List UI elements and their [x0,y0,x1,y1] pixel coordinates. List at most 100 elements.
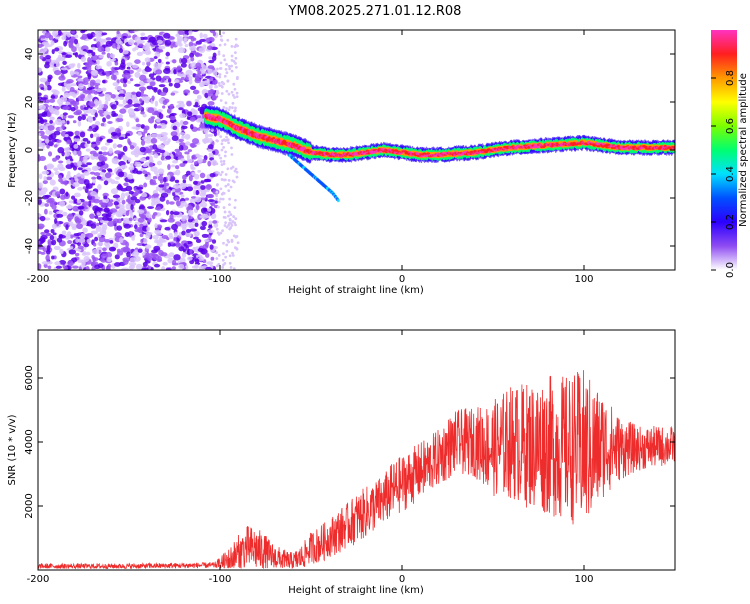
spectrogram-noise-cell [51,59,59,64]
spectrogram-noise-cell [142,255,150,259]
spectrogram-noise-cell [98,103,104,109]
spectrogram-noise-cell [48,134,53,141]
spectrogram-noise-cell [235,170,239,174]
spectrogram-noise-cell [137,105,143,111]
spectrogram-noise-cell [73,150,77,156]
spectrogram-noise-cell [205,184,212,190]
spectrogram-noise-cell [66,98,75,103]
spectrogram-noise-cell [201,233,209,238]
spectrogram-noise-cell [73,144,79,149]
spectrogram-noise-cell [44,217,51,221]
spectrogram-noise-cell [90,223,97,229]
spectrogram-noise-cell [54,69,62,76]
spectrogram-noise-cell [182,160,188,164]
spectrogram-noise-cell [112,67,121,71]
spectrogram-noise-cell [56,213,64,218]
spectrogram-noise-cell [38,132,41,136]
spectrogram-noise-cell [229,213,233,216]
spectrogram-noise-cell [175,151,183,157]
spectrogram-noise-cell [55,118,63,126]
spectrogram-noise-cell [132,64,139,69]
spectrogram-noise-cell [98,236,106,243]
spectrogram-noise-cell [213,222,219,228]
spectrogram-noise-cell [96,246,103,251]
spectrogram-noise-cell [200,202,208,208]
spectrogram-noise-cell [92,82,101,86]
spectrogram-noise-cell [77,160,82,166]
spectrogram-noise-cell [212,79,218,85]
spectrogram-noise-cell [216,67,219,71]
spectrogram-noise-cell [110,188,119,195]
spectrogram-noise-cell [81,115,86,121]
spectrogram-noise-cell [75,218,82,225]
spectrogram-noise-cell [207,148,212,153]
spectrogram-noise-cell [203,154,208,161]
spectrogram-noise-cell [171,188,176,193]
spectrogram-noise-cell [84,89,90,95]
spectrogram-noise-cell [104,71,111,74]
spectrogram-noise-cell [129,78,134,82]
spectrogram-noise-cell [61,124,65,130]
spectrogram-noise-cell [139,146,146,153]
spectrogram-noise-cell [38,155,47,162]
spectrogram-noise-cell [100,87,107,92]
spectrogram-noise-cell [77,205,85,210]
spectrogram-noise-cell [231,251,234,255]
spectrogram-noise-cell [55,265,63,269]
spectrogram-noise-cell [128,261,137,267]
spectrogram-noise-cell [147,256,153,262]
spectrogram-noise-cell [114,85,122,91]
spectrogram-noise-cell [114,180,119,185]
spectrogram-noise-cell [180,194,185,198]
spectrogram-noise-cell [197,169,202,173]
spectrogram-noise-cell [129,257,137,263]
spectrogram-noise-cell [135,123,142,128]
spectrogram-noise-cell [106,52,111,59]
spectrogram-noise-cell [55,191,61,197]
spectrogram-noise-cell [184,43,189,48]
spectrogram-noise-cell [156,133,162,140]
spectrogram-noise-cell [119,236,124,244]
spectrogram-noise-cell [168,232,173,238]
spectrogram-noise-cell [214,200,218,204]
spectrogram-noise-cell [100,223,108,228]
spectrogram-noise-cell [141,267,147,270]
spectrogram-noise-cell [186,58,191,64]
spectrogram-noise-cell [168,252,175,258]
spectrogram-noise-cell [181,134,185,140]
spectrogram-noise-cell [142,163,148,168]
spectrogram-noise-cell [134,71,141,78]
spectrogram-noise-cell [65,191,69,197]
spectrogram-noise-cell [66,139,72,145]
spectrogram-noise-cell [162,261,168,266]
spectrogram-noise-cell [233,51,237,55]
spectrogram-noise-cell [135,118,140,123]
spectrogram-noise-cell [119,108,127,114]
spectrogram-noise-cell [209,172,216,178]
spectrogram-noise-cell [224,150,227,154]
spectrogram-noise-cell [104,142,110,146]
spectrogram-noise-cell [201,80,205,87]
spectrogram-noise-cell [67,231,72,236]
spectrogram-noise-cell [135,263,143,270]
spectrogram-noise-cell [208,83,213,90]
spectrogram-noise-cell [167,174,171,181]
spectrogram-noise-cell [152,175,158,180]
spectrogram-noise-cell [68,91,76,96]
spectrogram-noise-cell [142,36,149,40]
spectrogram-noise-cell [219,61,223,65]
spectrogram-noise-cell [225,63,228,66]
spectrogram-noise-cell [232,180,236,184]
spectrogram-noise-cell [44,45,48,52]
spectrogram-noise-cell [210,256,215,261]
spectrogram-noise-cell [61,230,67,235]
spectrogram-noise-cell [68,131,73,137]
spectrogram-noise-cell [69,70,75,76]
spectrogram-noise-cell [144,125,150,131]
spectrogram-noise-cell [87,200,92,207]
spectrogram-noise-cell [230,90,234,94]
spectrogram-noise-cell [93,242,97,247]
spectrogram-noise-cell [72,52,77,56]
spectrogram-noise-cell [154,51,161,58]
spectrogram-noise-cell [207,160,212,167]
